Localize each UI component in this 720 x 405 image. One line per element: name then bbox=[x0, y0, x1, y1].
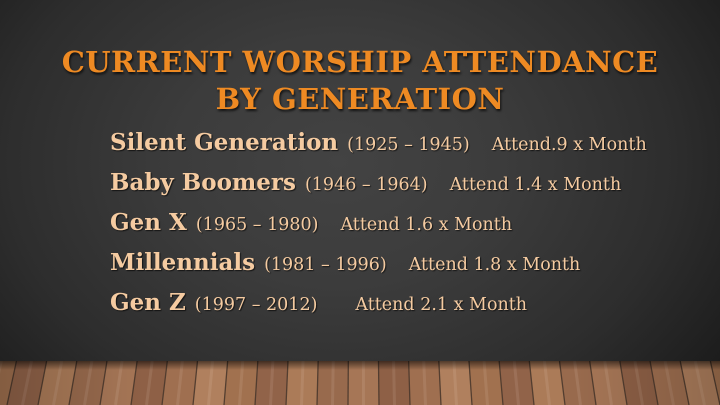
generation-row: Gen Z (1997 – 2012) Attend 2.1 x Month bbox=[110, 289, 710, 329]
generation-attend: Attend 2.1 x Month bbox=[355, 295, 528, 315]
slide-title-line1: CURRENT WORSHIP ATTENDANCE bbox=[61, 45, 659, 79]
generation-years: (1981 – 1996) bbox=[264, 255, 387, 275]
wood-floor-svg bbox=[0, 361, 720, 405]
generation-name: Gen Z bbox=[110, 289, 186, 316]
generation-years: (1946 – 1964) bbox=[304, 175, 428, 195]
generation-name: Millennials bbox=[110, 249, 256, 276]
generation-row: Millennials (1981 – 1996) Attend 1.8 x M… bbox=[110, 249, 710, 289]
generation-row: Silent Generation (1925 – 1945) Attend.9… bbox=[110, 129, 710, 169]
generation-row: Baby Boomers (1946 – 1964) Attend 1.4 x … bbox=[110, 169, 710, 209]
generation-years: (1965 – 1980) bbox=[195, 215, 319, 235]
generation-name: Gen X bbox=[110, 209, 187, 236]
generation-row: Gen X (1965 – 1980) Attend 1.6 x Month bbox=[110, 209, 710, 249]
generation-attend: Attend 1.4 x Month bbox=[449, 175, 622, 195]
generation-attend: Attend 1.8 x Month bbox=[408, 255, 581, 275]
generation-name: Silent Generation bbox=[110, 129, 339, 156]
wood-floor bbox=[0, 361, 720, 405]
generation-years: (1925 – 1945) bbox=[347, 135, 470, 155]
slide-title-line2: BY GENERATION bbox=[215, 82, 505, 116]
generation-attend: Attend.9 x Month bbox=[491, 135, 647, 155]
generation-years: (1997 – 2012) bbox=[194, 295, 318, 315]
generation-list: Silent Generation (1925 – 1945) Attend.9… bbox=[110, 129, 710, 329]
generation-name: Baby Boomers bbox=[110, 169, 296, 196]
generation-attend: Attend 1.6 x Month bbox=[340, 215, 513, 235]
slide-title: CURRENT WORSHIP ATTENDANCE BY GENERATION bbox=[0, 44, 720, 118]
